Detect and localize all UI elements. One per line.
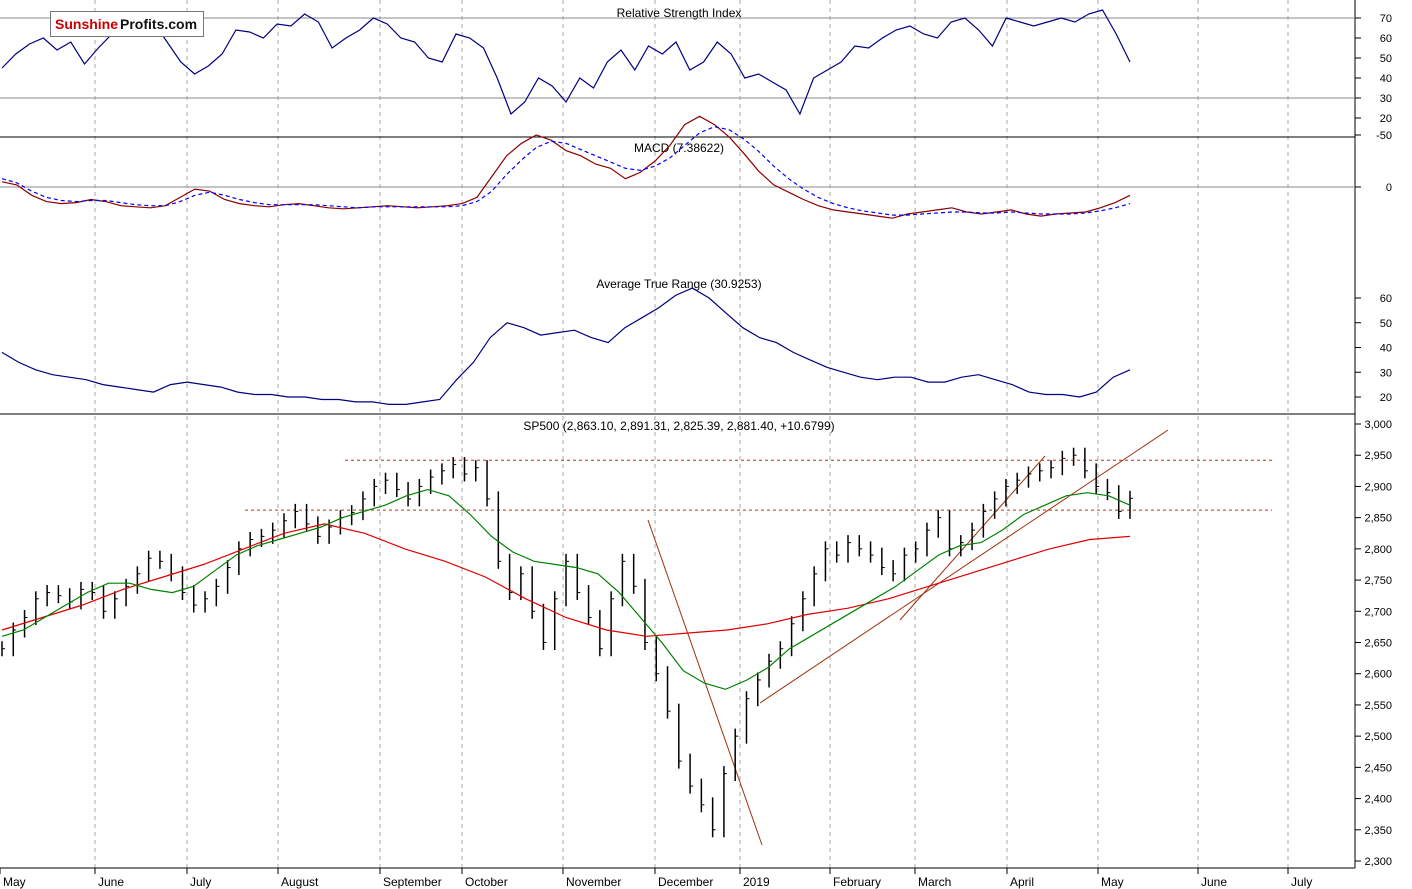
month-label: March <box>918 875 951 889</box>
x-axis-labels: May June July August September October Novembe… <box>0 868 1312 889</box>
y-tick-label: 2,800 <box>1364 544 1392 556</box>
y-tick-label: -50 <box>1376 130 1392 142</box>
uptrend-line-1 <box>759 429 1169 704</box>
y-tick-label: 40 <box>1380 343 1392 355</box>
y-tick-label: 2,400 <box>1364 794 1392 806</box>
price-panel: SP500 (2,863.10, 2,891.31, 2,825.39, 2,8… <box>1 419 1272 846</box>
y-tick-label: 50 <box>1380 318 1392 330</box>
price-title: SP500 (2,863.10, 2,891.31, 2,825.39, 2,8… <box>523 419 834 433</box>
y-tick-label: 2,600 <box>1364 669 1392 681</box>
rsi-title: Relative Strength Index <box>617 6 742 20</box>
month-label: November <box>566 875 621 889</box>
rsi-panel: Relative Strength Index <box>0 6 1355 116</box>
y-tick-label: 20 <box>1380 113 1392 125</box>
y-tick-label: 2,650 <box>1364 638 1392 650</box>
logo-part-1: Sunshine <box>51 12 121 36</box>
month-label: July <box>190 875 211 889</box>
y-tick-label: 3,000 <box>1364 419 1392 431</box>
y-tick-label: 50 <box>1380 53 1392 65</box>
y-tick-label: 40 <box>1380 73 1392 85</box>
y-tick-label: 0 <box>1386 182 1392 194</box>
month-label: June <box>98 875 124 889</box>
y-tick-label: 60 <box>1380 293 1392 305</box>
month-label: July <box>1291 875 1312 889</box>
month-label: May <box>3 875 26 889</box>
macd-panel: MACD (7.38622) <box>0 115 1355 219</box>
y-tick-label: 60 <box>1380 33 1392 45</box>
y-tick-label: 2,900 <box>1364 481 1392 493</box>
moving-average-slow <box>1 523 1131 637</box>
y-tick-label: 70 <box>1380 13 1392 25</box>
month-label: September <box>383 875 442 889</box>
month-label: May <box>1101 875 1124 889</box>
y-tick-label: 30 <box>1380 367 1392 379</box>
atr-line <box>1 287 1131 405</box>
y-tick-label: 2,750 <box>1364 575 1392 587</box>
month-label: April <box>1010 875 1034 889</box>
month-label: August <box>281 875 319 889</box>
sunshine-profits-logo[interactable]: Sunshine Profits.com <box>50 11 205 37</box>
y-tick-label: 2,950 <box>1364 450 1392 462</box>
macd-signal-line <box>1 126 1131 216</box>
moving-average-fast <box>1 488 1131 690</box>
downtrend-line <box>647 519 763 846</box>
rsi-line <box>1 9 1131 116</box>
panel-frames <box>0 0 1356 869</box>
logo-part-2: Profits.com <box>120 12 204 36</box>
y-axis-labels: 70 60 50 40 30 20 0 -50 60 50 40 30 20 3,000 2,950 2,90… <box>1355 13 1392 868</box>
y-tick-label: 2,500 <box>1364 731 1392 743</box>
y-tick-label: 2,850 <box>1364 513 1392 525</box>
month-label: December <box>658 875 713 889</box>
y-tick-label: 30 <box>1380 93 1392 105</box>
macd-line <box>1 115 1131 219</box>
month-label: February <box>833 875 881 889</box>
month-label: October <box>465 875 508 889</box>
month-label: June <box>1201 875 1227 889</box>
atr-panel: Average True Range (30.9253) <box>1 277 1131 405</box>
y-tick-label: 2,450 <box>1364 762 1392 774</box>
y-tick-label: 2,350 <box>1364 825 1392 837</box>
month-gridlines <box>94 0 1289 868</box>
macd-title: MACD (7.38622) <box>634 141 724 155</box>
y-tick-label: 2,300 <box>1364 856 1392 868</box>
month-label: 2019 <box>743 875 770 889</box>
y-tick-label: 2,700 <box>1364 606 1392 618</box>
y-tick-label: 2,550 <box>1364 700 1392 712</box>
y-tick-label: 20 <box>1380 392 1392 404</box>
atr-title: Average True Range (30.9253) <box>596 277 761 291</box>
